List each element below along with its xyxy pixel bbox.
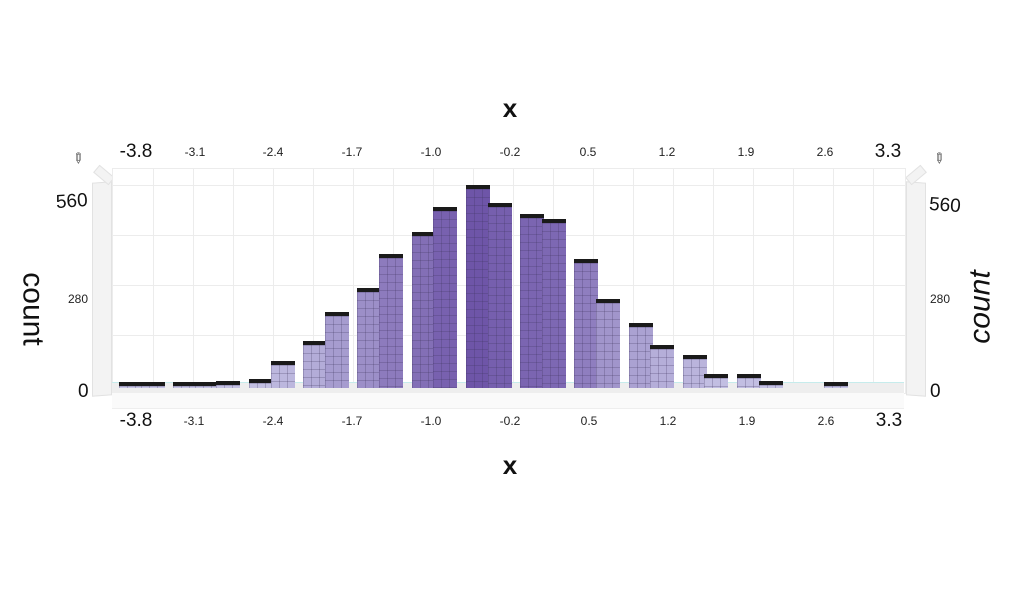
- x-tick-bottom: 2.6: [817, 414, 835, 428]
- histogram-bar[interactable]: [596, 299, 621, 388]
- histogram-bar[interactable]: [173, 382, 198, 388]
- histogram-bar[interactable]: [433, 206, 458, 388]
- gridline: [353, 169, 354, 393]
- x-tick-top: 0.5: [579, 145, 597, 159]
- y-tick-right-560: 560: [928, 193, 962, 218]
- x-tick-bottom: 0.5: [580, 414, 598, 428]
- histogram-bar[interactable]: [704, 373, 729, 388]
- y-tick-left-560: 560: [55, 189, 89, 214]
- x-tick-bottom: 1.9: [738, 414, 756, 428]
- histogram-bar[interactable]: [541, 219, 566, 388]
- x-tick-top: -3.1: [184, 145, 206, 159]
- histogram-bar[interactable]: [628, 322, 653, 388]
- pencil-icon[interactable]: ✎: [929, 148, 950, 168]
- histogram-bar[interactable]: [487, 203, 512, 388]
- histogram-bar[interactable]: [140, 382, 165, 388]
- pencil-icon[interactable]: ✎: [68, 148, 89, 168]
- x-tick-top: 1.2: [658, 145, 676, 159]
- histogram-bar[interactable]: [682, 355, 707, 388]
- x-tick-top: -0.2: [499, 145, 521, 159]
- x-tick-bottom: 1.2: [659, 414, 677, 428]
- histogram-bar[interactable]: [324, 311, 349, 388]
- left-wall: [92, 181, 112, 397]
- y-axis-title-right: count: [963, 270, 997, 344]
- histogram-bar[interactable]: [303, 340, 328, 388]
- histogram-bar[interactable]: [737, 373, 761, 388]
- histogram-bar[interactable]: [194, 382, 219, 388]
- y-tick-left-280: 280: [68, 292, 89, 306]
- gridline: [113, 185, 905, 186]
- x-tick-top: -1.7: [341, 145, 363, 159]
- gridline: [873, 169, 874, 393]
- gridline: [273, 169, 274, 393]
- x-tick-bottom: -0.2: [499, 414, 521, 428]
- histogram-bar[interactable]: [118, 382, 143, 388]
- histogram-bar[interactable]: [823, 382, 848, 388]
- x-tick-bottom: 3.3: [875, 410, 903, 431]
- x-tick-top: -3.8: [119, 141, 153, 162]
- histogram-bar[interactable]: [270, 360, 295, 388]
- x-tick-bottom: -1.7: [341, 414, 363, 428]
- x-tick-top: 2.6: [816, 145, 834, 159]
- x-tick-bottom: -3.8: [119, 410, 153, 431]
- gridline: [673, 169, 674, 393]
- gridline: [713, 169, 714, 393]
- gridline: [793, 169, 794, 393]
- histogram-bar[interactable]: [216, 380, 241, 388]
- floor-front: [112, 392, 904, 409]
- x-tick-top: -2.4: [262, 145, 284, 159]
- histogram-bar[interactable]: [248, 378, 273, 388]
- gridline: [153, 169, 154, 393]
- y-tick-right-280: 280: [930, 292, 951, 306]
- gridline: [233, 169, 234, 393]
- x-tick-bottom: -3.1: [183, 414, 205, 428]
- histogram-bar[interactable]: [758, 380, 783, 388]
- histogram-bar[interactable]: [650, 344, 675, 388]
- x-tick-top: 1.9: [737, 145, 755, 159]
- x-axis-title-bottom: x: [502, 450, 518, 480]
- histogram-bar[interactable]: [379, 253, 404, 388]
- histogram-bar[interactable]: [520, 214, 545, 388]
- gridline: [193, 169, 194, 393]
- y-tick-left-0: 0: [78, 381, 89, 402]
- y-tick-right-0: 0: [930, 381, 941, 402]
- gridline: [513, 169, 514, 393]
- histogram-bar[interactable]: [411, 232, 436, 388]
- x-axis-title-top: x: [502, 93, 518, 123]
- x-tick-top: 3.3: [874, 141, 902, 162]
- right-wall: [906, 181, 926, 397]
- gridline: [313, 169, 314, 393]
- histogram-bar[interactable]: [574, 259, 599, 388]
- gridline: [833, 169, 834, 393]
- y-axis-title-left: count: [16, 272, 50, 346]
- histogram-bar[interactable]: [465, 185, 490, 388]
- x-tick-bottom: -1.0: [420, 414, 442, 428]
- gridline: [633, 169, 634, 393]
- gridline: [753, 169, 754, 393]
- x-tick-top: -1.0: [420, 145, 442, 159]
- x-tick-bottom: -2.4: [262, 414, 284, 428]
- histogram-bar[interactable]: [357, 288, 382, 388]
